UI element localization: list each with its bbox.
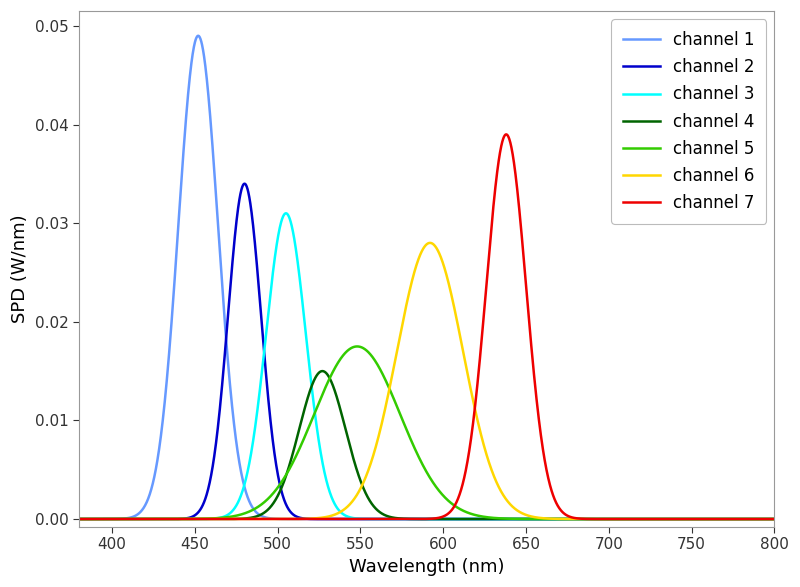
channel 1 (173, 228, 182, 235)
channel 4 (706, 515, 715, 522)
channel 2 (173, 515, 182, 522)
channel 6 (333, 510, 342, 517)
channel 5 (366, 352, 376, 359)
channel 3 (366, 515, 376, 522)
channel 4 (41, 515, 50, 522)
channel 1 (706, 515, 715, 522)
channel 1 (128, 514, 138, 521)
channel 7 (788, 515, 798, 522)
channel 2 (334, 515, 343, 522)
channel 2 (366, 515, 376, 522)
Line: channel 4: channel 4 (46, 371, 800, 519)
channel 3 (706, 515, 715, 522)
channel 3 (173, 515, 182, 522)
channel 7 (706, 515, 715, 522)
Line: channel 1: channel 1 (46, 36, 800, 519)
channel 2 (128, 515, 138, 522)
channel 1 (41, 515, 50, 522)
channel 6 (128, 515, 138, 522)
channel 6 (366, 459, 376, 466)
channel 6 (41, 515, 50, 522)
channel 1 (194, 32, 203, 39)
channel 7 (333, 515, 342, 522)
channel 7 (502, 131, 511, 138)
Y-axis label: SPD (W/nm): SPD (W/nm) (11, 215, 29, 323)
channel 7 (128, 515, 138, 522)
channel 5 (333, 359, 342, 366)
Line: channel 2: channel 2 (46, 184, 800, 519)
channel 5 (788, 515, 798, 522)
channel 3 (281, 210, 290, 217)
channel 2 (788, 515, 798, 522)
channel 2 (706, 515, 715, 522)
channel 6 (788, 515, 798, 522)
channel 4 (788, 515, 798, 522)
channel 4 (128, 515, 138, 522)
channel 1 (366, 515, 376, 522)
channel 6 (426, 239, 435, 247)
channel 5 (353, 343, 362, 350)
channel 1 (788, 515, 798, 522)
X-axis label: Wavelength (nm): Wavelength (nm) (349, 558, 505, 576)
channel 5 (128, 515, 138, 522)
channel 6 (706, 515, 715, 522)
channel 2 (240, 180, 250, 187)
channel 7 (366, 515, 376, 522)
channel 4 (173, 515, 182, 522)
channel 5 (706, 515, 715, 522)
channel 3 (128, 515, 138, 522)
channel 7 (41, 515, 50, 522)
Line: channel 5: channel 5 (46, 346, 800, 519)
Legend: channel 1, channel 2, channel 3, channel 4, channel 5, channel 6, channel 7: channel 1, channel 2, channel 3, channel… (611, 19, 766, 224)
Line: channel 6: channel 6 (46, 243, 800, 519)
channel 3 (788, 515, 798, 522)
channel 4 (334, 398, 343, 405)
channel 7 (173, 515, 182, 522)
channel 3 (41, 515, 50, 522)
channel 4 (318, 367, 327, 375)
channel 6 (173, 515, 182, 522)
Line: channel 3: channel 3 (46, 213, 800, 519)
channel 3 (334, 506, 343, 513)
channel 5 (173, 515, 182, 522)
Line: channel 7: channel 7 (46, 134, 800, 519)
channel 4 (366, 500, 376, 507)
channel 2 (41, 515, 50, 522)
channel 1 (334, 515, 343, 522)
channel 5 (41, 515, 50, 522)
